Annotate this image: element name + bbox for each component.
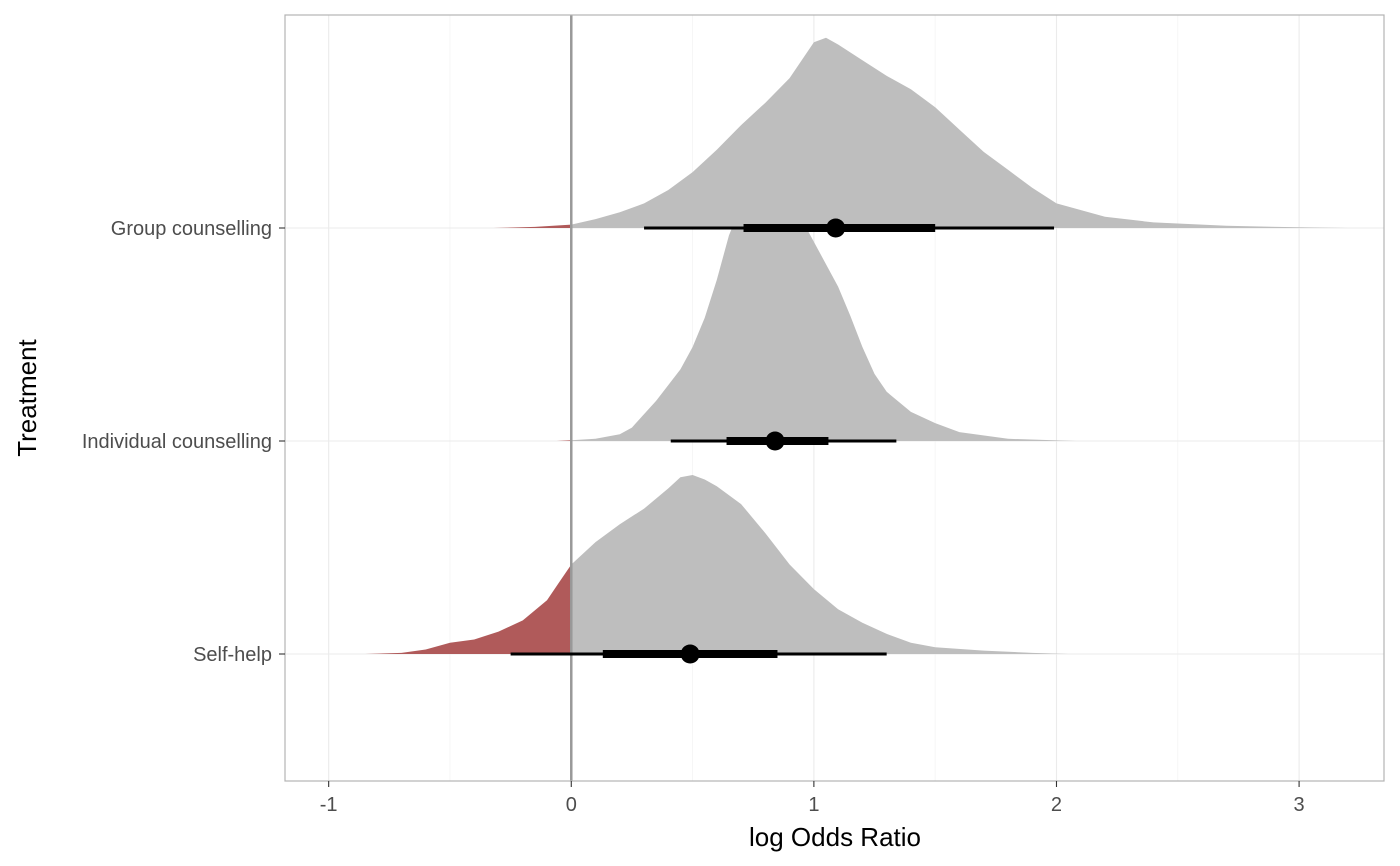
interval-layer	[510, 218, 1055, 664]
x-axis-title: log Odds Ratio	[749, 822, 921, 852]
x-tick-label: 0	[566, 794, 577, 816]
median-point-group-counselling	[826, 218, 846, 238]
x-tick-label: -1	[320, 794, 338, 816]
density-individual-counselling	[571, 165, 1076, 442]
y-tick-label: Self-help	[193, 644, 272, 666]
y-tick-label: Group counselling	[111, 218, 272, 240]
x-axis: -1 0 1 2 3	[320, 781, 1305, 816]
y-axis: Group counselling Individual counselling S…	[82, 218, 285, 666]
panel-border	[284, 14, 1385, 782]
density-below-zero-group-counselling	[493, 224, 572, 228]
density-self-help	[571, 475, 1069, 654]
y-tick-label: Individual counselling	[82, 431, 272, 453]
density-layer	[365, 37, 1348, 654]
median-point-individual-counselling	[765, 431, 785, 451]
x-tick-label: 3	[1294, 794, 1305, 816]
x-tick-label: 1	[808, 794, 819, 816]
density-below-zero-self-help	[365, 564, 572, 654]
density-below-zero-individual-counselling	[556, 440, 572, 441]
y-axis-title: Treatment	[12, 338, 42, 456]
x-tick-label: 2	[1051, 794, 1062, 816]
median-point-self-help	[680, 644, 700, 664]
